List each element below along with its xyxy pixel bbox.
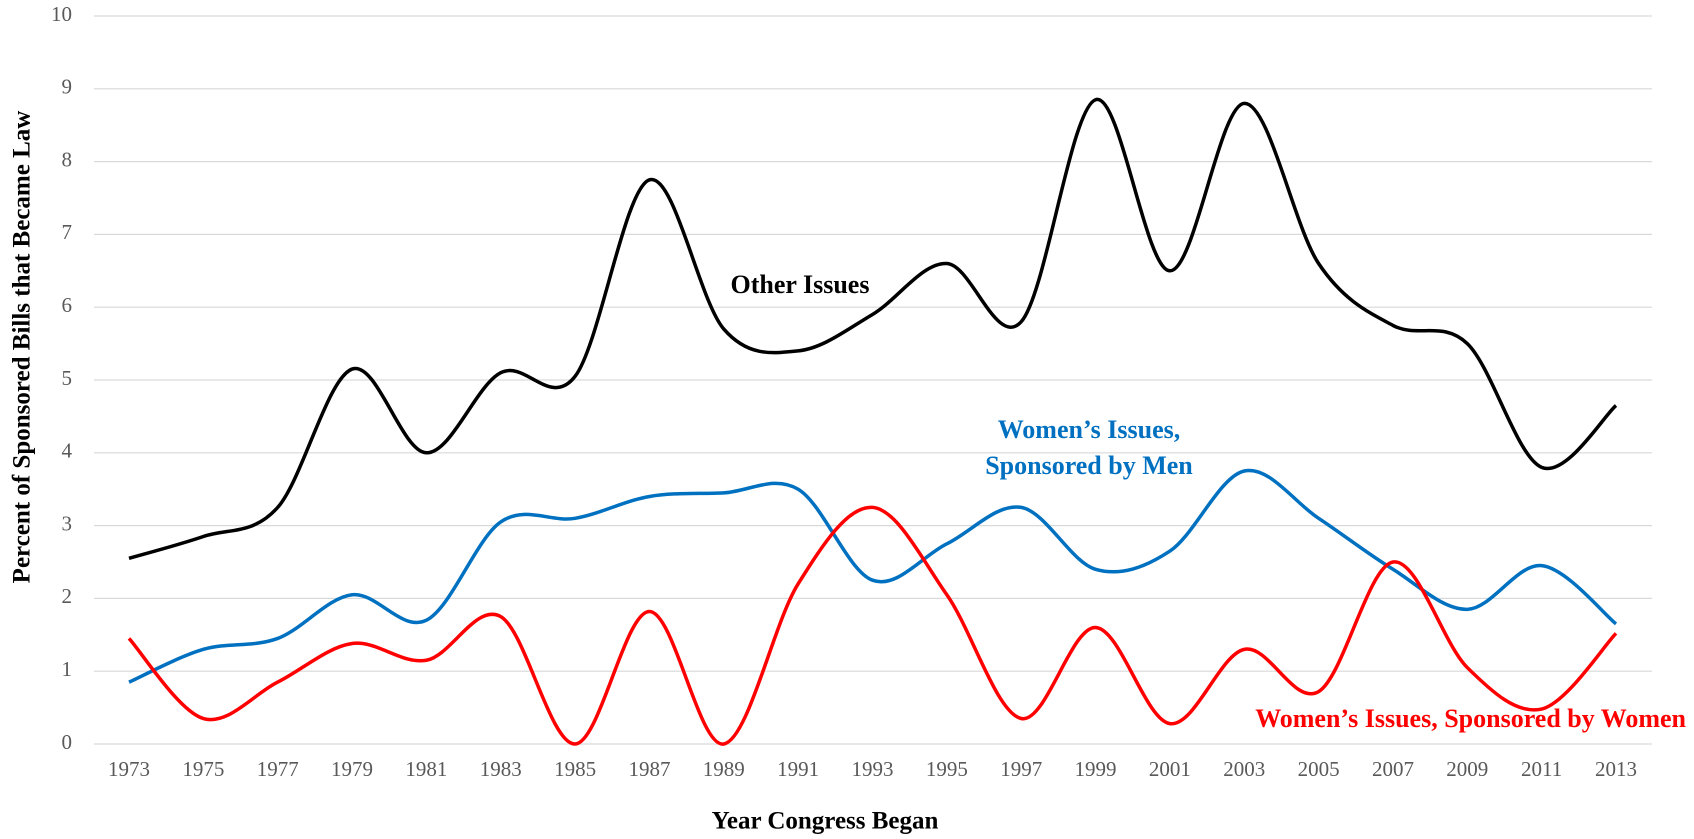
x-tick-label: 1997: [1000, 757, 1042, 781]
x-tick-label: 2011: [1521, 757, 1562, 781]
y-tick-label: 6: [62, 293, 73, 317]
series-label: Women’s Issues, Sponsored by Men: [985, 415, 1193, 480]
y-axis-title: Percent of Sponsored Bills that Became L…: [9, 111, 36, 584]
x-tick-label: 1991: [777, 757, 819, 781]
x-tick-label: 2009: [1446, 757, 1488, 781]
y-tick-label: 7: [62, 220, 73, 244]
series-line: [128, 468, 1618, 684]
x-tick-label: 1995: [926, 757, 968, 781]
x-tick-label: 2003: [1223, 757, 1265, 781]
x-tick-label: 1981: [405, 757, 447, 781]
series-line: [127, 505, 1618, 746]
x-tick-label: 2007: [1372, 757, 1414, 781]
y-tick-label: 0: [62, 730, 73, 754]
y-tick-label: 5: [62, 366, 73, 390]
y-tick-label: 4: [62, 439, 73, 463]
x-tick-label: 1987: [628, 757, 670, 781]
x-tick-label: 1993: [852, 757, 894, 781]
y-tick-label: 2: [62, 584, 73, 608]
series-label: Other Issues: [731, 270, 870, 299]
x-axis-title: Year Congress Began: [712, 808, 939, 835]
x-tick-label: 1973: [108, 757, 150, 781]
x-tick-label: 2013: [1595, 757, 1637, 781]
y-tick-label: 1: [62, 657, 73, 681]
series-label: Women’s Issues, Sponsored by Women: [1255, 704, 1686, 733]
x-tick-label: 1975: [182, 757, 224, 781]
x-tick-label: 1989: [703, 757, 745, 781]
x-tick-label: 1999: [1075, 757, 1117, 781]
series-line: [128, 97, 1618, 561]
y-tick-label: 3: [62, 511, 73, 535]
x-tick-label: 2001: [1149, 757, 1191, 781]
x-tick-label: 1977: [257, 757, 299, 781]
y-tick-label: 10: [51, 2, 72, 26]
x-tick-label: 1983: [480, 757, 522, 781]
x-tick-label: 1979: [331, 757, 373, 781]
x-tick-label: 1985: [554, 757, 596, 781]
y-tick-label: 8: [62, 147, 73, 171]
x-tick-label: 2005: [1298, 757, 1340, 781]
y-tick-label: 9: [62, 75, 73, 99]
